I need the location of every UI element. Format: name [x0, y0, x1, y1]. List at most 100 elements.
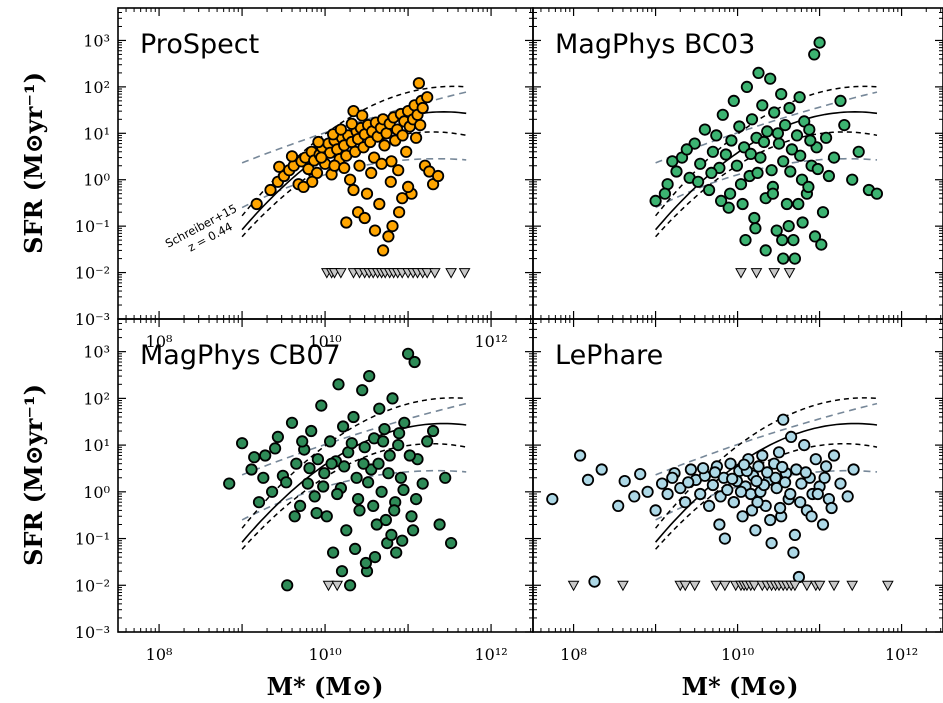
upper-limit-marker — [768, 268, 781, 279]
main-sequence-lower-line — [655, 131, 878, 238]
data-point — [271, 430, 284, 443]
data-point — [573, 449, 587, 462]
data-point — [721, 483, 734, 496]
data-point — [838, 119, 851, 132]
upper-limit-marker — [750, 268, 763, 279]
data-point — [809, 453, 822, 466]
panel-4: 10⁸ 10¹⁰ 10¹² LePhare — [532, 318, 943, 664]
data-point — [396, 534, 409, 547]
envelope-upper-line — [241, 402, 467, 476]
data-point — [825, 501, 838, 515]
y-tick-label: 10⁰ — [83, 483, 110, 502]
y-axis-label-bottom: SFR (M⊙yr⁻¹) — [19, 384, 48, 566]
data-point — [783, 101, 796, 115]
data-point — [250, 197, 263, 211]
data-point — [360, 187, 374, 200]
data-point — [396, 129, 409, 142]
data-point — [827, 151, 841, 164]
data-point — [306, 175, 319, 188]
data-point — [320, 510, 333, 523]
data-point — [248, 451, 261, 464]
data-point — [618, 474, 631, 488]
data-point — [385, 155, 398, 168]
data-point — [347, 183, 360, 197]
data-point — [764, 513, 777, 527]
data-point — [315, 399, 328, 412]
data-point — [795, 477, 808, 490]
data-point — [661, 487, 674, 501]
data-point — [408, 355, 421, 369]
data-point — [311, 453, 324, 466]
data-point — [406, 524, 420, 537]
data-point — [326, 546, 340, 559]
data-point — [815, 238, 828, 251]
data-point — [714, 194, 728, 207]
data-point — [401, 180, 415, 193]
data-point — [338, 460, 351, 473]
data-point — [264, 183, 277, 197]
data-point — [363, 369, 376, 383]
y-tick-label: 10² — [83, 389, 110, 408]
data-point — [793, 91, 806, 104]
data-point — [356, 109, 369, 122]
data-point — [382, 230, 395, 243]
data-point — [290, 457, 303, 470]
upper-limit-marker — [735, 268, 747, 279]
data-point — [315, 151, 328, 164]
data-point — [818, 471, 831, 484]
y-tick-label: 10³ — [83, 31, 110, 50]
data-point — [367, 499, 380, 512]
upper-limit-marker — [322, 580, 335, 592]
data-point — [628, 490, 641, 503]
data-point — [390, 546, 403, 559]
data-point — [301, 477, 314, 490]
panel-2: MagPhys BC03 — [532, 7, 943, 320]
data-point — [409, 492, 423, 506]
data-point — [358, 211, 371, 225]
data-point — [386, 392, 399, 405]
data-point — [348, 542, 362, 556]
data-point — [847, 463, 860, 476]
data-point — [756, 449, 769, 462]
data-point — [293, 499, 307, 512]
data-point — [581, 473, 595, 486]
data-point — [740, 80, 754, 94]
data-point — [761, 466, 774, 479]
data-point — [345, 117, 358, 130]
data-point — [318, 467, 331, 480]
data-point — [796, 216, 809, 229]
data-point — [375, 485, 388, 498]
upper-limit-marker — [783, 268, 796, 279]
data-point — [752, 460, 765, 473]
y-tick-label: 10¹ — [83, 124, 110, 143]
data-point — [749, 222, 762, 235]
data-point — [288, 510, 301, 523]
data-point — [375, 157, 388, 170]
data-point — [385, 528, 398, 542]
data-point — [400, 145, 413, 158]
upper-limit-marker — [748, 580, 761, 592]
upper-limit-marker — [331, 580, 344, 592]
data-point — [680, 143, 693, 156]
data-point — [688, 137, 701, 150]
data-point — [674, 481, 687, 495]
data-point — [376, 435, 390, 448]
data-point — [750, 474, 763, 488]
data-point — [236, 437, 249, 450]
data-point — [285, 416, 299, 429]
y-tick-label: 10⁻³ — [75, 310, 110, 329]
data-point — [834, 477, 847, 490]
upper-limit-marker — [710, 580, 723, 592]
data-point — [401, 347, 415, 360]
data-point — [416, 477, 429, 490]
data-point — [787, 234, 800, 247]
main-sequence-lower-line — [241, 131, 467, 238]
data-point — [739, 234, 752, 247]
data-point — [649, 504, 662, 517]
panel-title: MagPhys BC03 — [555, 29, 755, 60]
data-point — [708, 466, 722, 479]
data-point — [353, 159, 366, 172]
data-point — [749, 524, 762, 537]
data-point — [392, 206, 406, 219]
data-point — [733, 120, 746, 133]
